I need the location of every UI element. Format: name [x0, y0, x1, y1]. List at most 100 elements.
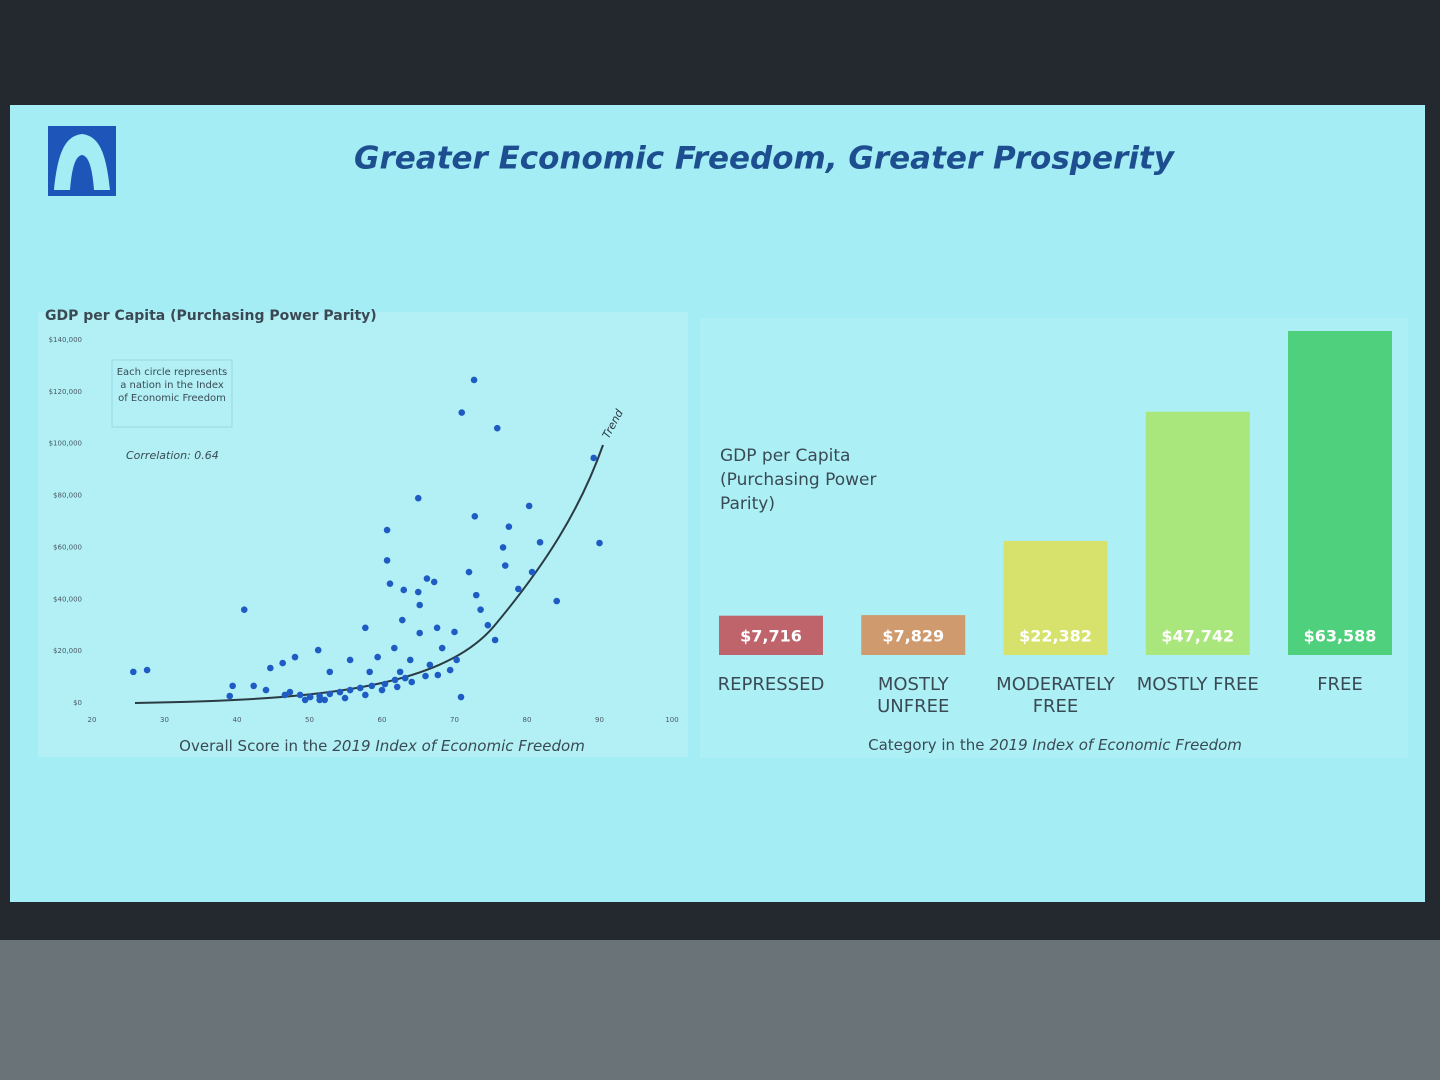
data-point [434, 671, 442, 679]
data-point [472, 591, 480, 599]
data-point [383, 557, 391, 564]
note-box [111, 359, 233, 428]
data-point [281, 691, 289, 699]
y-tick-label: $80,000 [53, 492, 82, 500]
data-point [553, 597, 561, 605]
x-tick-label: REPRESSED [717, 674, 825, 695]
data-point [484, 621, 492, 629]
x-tick-label: MOSTLY UNFREE [877, 674, 950, 717]
bar [1288, 331, 1392, 655]
value-label: $7,716 [740, 627, 802, 646]
data-point [477, 606, 484, 613]
x-tick-label: MODERATELY FREE [996, 674, 1115, 717]
trend-line [134, 444, 604, 704]
data-point [457, 693, 465, 701]
left-panel [38, 312, 688, 757]
data-point [430, 578, 438, 586]
x-axis-label: Overall Score in the 2019 Index of Econom… [82, 737, 682, 755]
data-point [362, 624, 369, 632]
data-point [336, 688, 344, 696]
x-tick-label: 90 [595, 716, 604, 724]
data-point [229, 682, 236, 690]
logo [48, 126, 116, 196]
y-tick-label: $140,000 [49, 336, 82, 344]
x-tick-label: FREE [1317, 674, 1363, 695]
slide-title: Greater Economic Freedom, Greater Prospe… [354, 141, 1176, 177]
value-label: $63,588 [1304, 627, 1377, 646]
bar [1145, 411, 1250, 655]
data-point [501, 562, 509, 569]
y-tick-label: $100,000 [49, 440, 82, 448]
data-point [426, 661, 434, 669]
data-point [326, 668, 334, 676]
x-axis-label: Category in the 2019 Index of Economic Fr… [755, 736, 1355, 754]
data-point [471, 513, 479, 520]
data-point [130, 668, 137, 676]
x-tick-label: 100 [665, 716, 678, 724]
data-point [416, 601, 424, 609]
annotation: Correlation: 0.64 [126, 449, 219, 462]
data-point [423, 575, 431, 582]
data-point [262, 686, 270, 694]
chart-title: GDP per Capita (Purchasing Power Parity) [45, 308, 377, 324]
x-tick-label: 80 [523, 716, 532, 724]
bar [1003, 540, 1108, 655]
data-point [515, 585, 522, 593]
note: Each circle represents a nation in the I… [116, 367, 228, 404]
bar [719, 615, 823, 655]
chart-title: GDP per Capita (Purchasing Power Parity) [720, 446, 877, 514]
data-point [314, 646, 322, 654]
room-wall [0, 940, 1440, 1080]
data-point [590, 454, 597, 462]
data-point [414, 494, 422, 502]
data-point [386, 580, 394, 588]
data-point [368, 682, 376, 690]
data-point [451, 628, 458, 636]
data-point [446, 666, 454, 674]
data-point [240, 606, 248, 613]
x-axis-label-text: Overall Score in the [179, 737, 328, 755]
y-tick-label: $120,000 [49, 388, 82, 396]
data-point [383, 526, 391, 534]
data-point [286, 688, 294, 696]
data-point [143, 666, 151, 674]
data-point [505, 523, 513, 530]
y-tick-label: $20,000 [53, 647, 82, 655]
data-point [306, 693, 314, 701]
data-point [470, 376, 478, 384]
y-tick-label: $60,000 [53, 543, 82, 551]
data-point [316, 696, 323, 704]
data-point [381, 680, 389, 688]
x-tick-label: 70 [450, 716, 459, 724]
data-point [321, 696, 329, 704]
data-point [391, 644, 398, 652]
data-point [406, 656, 414, 664]
x-tick-label: 50 [305, 716, 314, 724]
data-point [366, 668, 373, 676]
value-label: $7,829 [882, 627, 944, 646]
data-point [362, 691, 369, 699]
data-point [414, 588, 422, 596]
data-point [291, 653, 299, 661]
data-point [393, 683, 401, 691]
x-axis-label-text: Category in the [868, 736, 985, 754]
data-point [279, 659, 286, 667]
data-point [528, 568, 536, 576]
x-tick-label: 20 [88, 716, 97, 724]
data-point [536, 538, 544, 546]
data-point [433, 624, 441, 632]
data-point [399, 616, 406, 624]
data-point [346, 686, 354, 694]
x-tick-label: 60 [378, 716, 387, 724]
data-point [326, 690, 334, 698]
data-point [296, 691, 304, 699]
value-label: $47,742 [1161, 627, 1234, 646]
data-point [408, 678, 416, 686]
data-point [396, 668, 404, 676]
y-tick-label: $40,000 [53, 595, 82, 603]
y-tick-label: $0 [73, 699, 82, 707]
data-point [596, 539, 603, 547]
data-point [499, 544, 507, 551]
data-point [491, 636, 499, 644]
